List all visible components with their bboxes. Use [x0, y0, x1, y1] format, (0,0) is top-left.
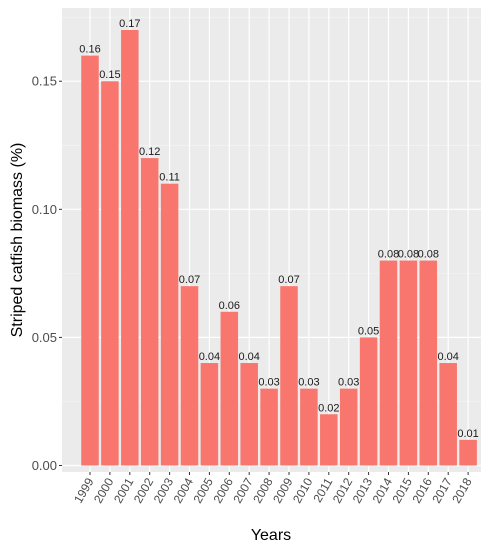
- bar-2004: [180, 286, 199, 466]
- bar-2014: [379, 260, 398, 466]
- bar-2002: [140, 158, 159, 466]
- bar-2016: [419, 260, 438, 466]
- data-label-2012: 0.03: [338, 377, 359, 389]
- bar-2010: [300, 388, 318, 466]
- x-tick-label: 2013: [350, 475, 376, 505]
- x-tick-label: 2015: [390, 475, 416, 505]
- bar-2017: [439, 363, 457, 466]
- x-tick-label: 2012: [330, 475, 356, 505]
- bar-2015: [399, 260, 418, 466]
- x-tick-label: 2007: [230, 475, 256, 505]
- bar-2007: [240, 363, 258, 466]
- data-label-2001: 0.17: [119, 18, 140, 30]
- data-label-2011: 0.02: [318, 402, 339, 414]
- bar-2018: [459, 439, 477, 466]
- data-label-2010: 0.03: [298, 377, 319, 389]
- data-label-2015: 0.08: [398, 249, 419, 261]
- y-tick-label: 0.05: [32, 330, 57, 345]
- data-label-2005: 0.04: [199, 351, 220, 363]
- x-tick-label: 2003: [151, 475, 177, 505]
- bar-2012: [339, 388, 358, 466]
- data-label-2009: 0.07: [278, 274, 299, 286]
- bar-2008: [260, 388, 278, 466]
- y-tick-label: 0.10: [32, 202, 57, 217]
- x-tick-label: 2005: [191, 475, 217, 505]
- x-tick-label: 2009: [270, 475, 296, 505]
- x-tick-label: 2002: [131, 475, 157, 505]
- bar-2013: [359, 337, 378, 466]
- bar-2006: [220, 311, 239, 466]
- y-axis-title: Striped catfish biomass (%): [9, 143, 26, 338]
- x-tick-label: 2017: [429, 475, 455, 505]
- y-axis-ticks: 0.00 0.05 0.10 0.15: [32, 74, 62, 473]
- x-tick-label: 2006: [210, 475, 236, 505]
- x-tick-label: 2016: [409, 475, 435, 505]
- x-tick-label: 2004: [171, 475, 197, 505]
- x-tick-label: 1999: [71, 475, 97, 505]
- bar-2009: [280, 286, 298, 466]
- x-axis-title: Years: [251, 527, 291, 544]
- data-label-2004: 0.07: [179, 274, 200, 286]
- bar-2005: [200, 363, 219, 466]
- bar-1999: [81, 55, 99, 466]
- data-label-2017: 0.04: [437, 351, 458, 363]
- x-tick-label: 2018: [449, 475, 475, 505]
- data-label-2018: 0.01: [457, 428, 478, 440]
- bar-2001: [121, 30, 139, 466]
- x-tick-label: 2001: [111, 475, 137, 505]
- data-label-2016: 0.08: [418, 249, 439, 261]
- x-tick-label: 2000: [91, 475, 117, 505]
- data-label-1999: 0.16: [79, 44, 100, 56]
- y-tick-label: 0.15: [32, 74, 57, 89]
- data-label-2003: 0.11: [159, 172, 180, 184]
- bar-2011: [320, 414, 338, 466]
- bar-2003: [160, 183, 179, 466]
- x-axis-ticks: 1999200020012002200320042005200620072008…: [71, 472, 475, 506]
- data-label-2014: 0.08: [378, 249, 399, 261]
- data-labels: 0.16 0.15 0.17 0.12 0.11 0.07 0.04 0.06 0.04 0.03…: [79, 18, 479, 440]
- data-label-2013: 0.05: [358, 325, 379, 337]
- x-tick-label: 2010: [290, 475, 316, 505]
- data-label-2006: 0.06: [219, 300, 240, 312]
- bar-2000: [101, 81, 119, 466]
- y-tick-label: 0.00: [32, 458, 57, 473]
- data-label-2007: 0.04: [238, 351, 259, 363]
- data-label-2000: 0.15: [99, 69, 120, 81]
- data-label-2008: 0.03: [258, 377, 279, 389]
- bars: [81, 30, 477, 466]
- data-label-2002: 0.12: [139, 146, 160, 158]
- x-tick-label: 2008: [250, 475, 276, 505]
- x-tick-label: 2014: [370, 475, 396, 505]
